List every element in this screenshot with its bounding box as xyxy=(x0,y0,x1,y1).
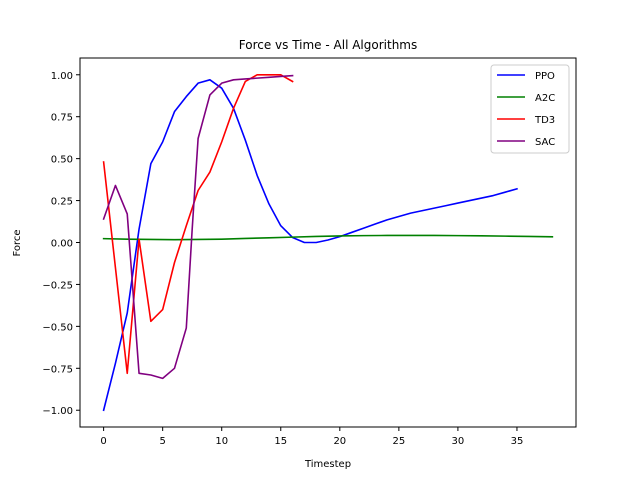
chart-title: Force vs Time - All Algorithms xyxy=(239,38,418,52)
x-tick-label: 10 xyxy=(215,436,228,447)
series-layer xyxy=(102,73,554,412)
y-tick-label: −0.50 xyxy=(42,322,73,333)
series-line-td3 xyxy=(102,73,294,375)
y-axis: −1.00 −0.75 −0.50 −0.25 0.00 0.25 0.50 0.75 1.00 xyxy=(42,71,80,417)
y-tick-label: −0.25 xyxy=(42,280,73,291)
y-tick-label: 0.50 xyxy=(51,155,73,166)
legend-label-ppo: PPO xyxy=(535,71,555,82)
y-tick-label: −1.00 xyxy=(42,406,73,417)
y-tick-label: 0.00 xyxy=(51,239,73,250)
x-tick-label: 0 xyxy=(100,436,106,447)
y-tick-label: 0.25 xyxy=(51,197,73,208)
x-tick-label: 25 xyxy=(392,436,405,447)
x-axis: 0 5 10 15 20 25 30 35 xyxy=(100,427,523,447)
legend-label-a2c: A2C xyxy=(535,93,555,104)
x-tick-label: 15 xyxy=(274,436,287,447)
legend: PPO A2C TD3 SAC xyxy=(490,64,570,154)
series-line-sac xyxy=(102,74,294,380)
series-line-ppo xyxy=(102,79,518,412)
x-tick-label: 35 xyxy=(511,436,524,447)
legend-label-td3: TD3 xyxy=(534,115,555,126)
x-axis-label: Timestep xyxy=(304,459,351,470)
x-tick-label: 20 xyxy=(333,436,346,447)
x-tick-label: 30 xyxy=(452,436,465,447)
legend-box xyxy=(490,64,570,154)
y-tick-label: −0.75 xyxy=(42,364,73,375)
y-axis-label: Force xyxy=(12,229,23,256)
series-line-a2c xyxy=(102,234,554,241)
y-tick-label: 1.00 xyxy=(51,71,73,82)
x-tick-label: 5 xyxy=(159,436,165,447)
y-tick-label: 0.75 xyxy=(51,113,73,124)
legend-label-sac: SAC xyxy=(535,137,555,148)
